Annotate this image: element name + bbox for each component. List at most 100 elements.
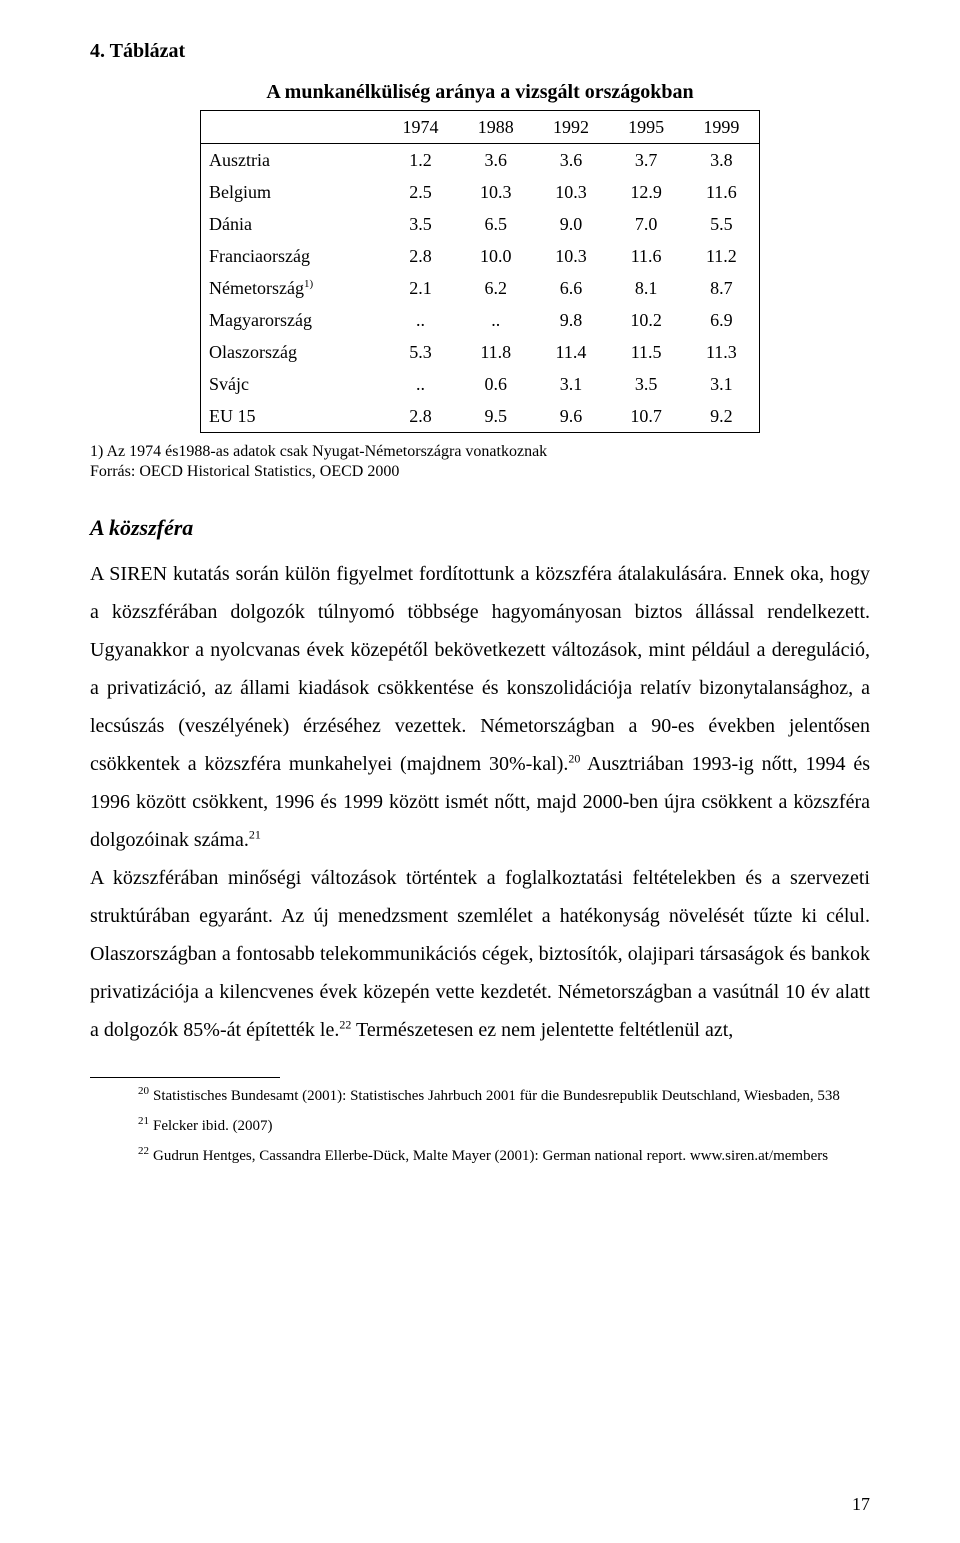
value-cell: 10.3 xyxy=(458,176,533,208)
footnote-ref-20: 20 xyxy=(568,751,580,765)
table-row: Németország1) 2.1 6.2 6.6 8.1 8.7 xyxy=(201,272,760,304)
header-year: 1999 xyxy=(684,111,760,144)
document-page: 4. Táblázat A munkanélküliség aránya a v… xyxy=(0,0,960,1543)
table-row: Ausztria 1.2 3.6 3.6 3.7 3.8 xyxy=(201,144,760,177)
country-label: Németország xyxy=(209,278,304,298)
table-body: Ausztria 1.2 3.6 3.6 3.7 3.8 Belgium 2.5… xyxy=(201,144,760,433)
body-paragraph: A közszférában minőségi változások törté… xyxy=(90,859,870,1049)
value-cell: 9.2 xyxy=(684,400,760,433)
country-cell: Dánia xyxy=(201,208,383,240)
table-source: Forrás: OECD Historical Statistics, OECD… xyxy=(90,463,870,481)
footnote: 22 Gudrun Hentges, Cassandra Ellerbe-Dück… xyxy=(90,1144,870,1168)
footnote-text: Felcker ibid. (2007) xyxy=(153,1118,273,1134)
country-cell: EU 15 xyxy=(201,400,383,433)
paragraph-text: A közszférában minőségi változások törté… xyxy=(90,867,870,1041)
country-cell: Franciaország xyxy=(201,240,383,272)
value-cell: 3.1 xyxy=(533,368,608,400)
table-row: Belgium 2.5 10.3 10.3 12.9 11.6 xyxy=(201,176,760,208)
value-cell: 11.5 xyxy=(609,336,684,368)
footnote-number: 20 xyxy=(138,1085,149,1097)
footnote: 21 Felcker ibid. (2007) xyxy=(90,1114,870,1138)
value-cell: 6.9 xyxy=(684,304,760,336)
value-cell: 3.5 xyxy=(383,208,458,240)
country-cell: Belgium xyxy=(201,176,383,208)
value-cell: 11.3 xyxy=(684,336,760,368)
value-cell: 11.6 xyxy=(684,176,760,208)
value-cell: 5.5 xyxy=(684,208,760,240)
value-cell: 3.5 xyxy=(609,368,684,400)
table-row: Dánia 3.5 6.5 9.0 7.0 5.5 xyxy=(201,208,760,240)
country-cell: Németország1) xyxy=(201,272,383,304)
table-title: A munkanélküliség aránya a vizsgált orsz… xyxy=(90,81,870,104)
footnote-number: 21 xyxy=(138,1115,149,1127)
table-row: Olaszország 5.3 11.8 11.4 11.5 11.3 xyxy=(201,336,760,368)
value-cell: 0.6 xyxy=(458,368,533,400)
footnote-number: 22 xyxy=(138,1145,149,1157)
value-cell: 9.8 xyxy=(533,304,608,336)
table-row: EU 15 2.8 9.5 9.6 10.7 9.2 xyxy=(201,400,760,433)
unemployment-table: 1974 1988 1992 1995 1999 Ausztria 1.2 3.… xyxy=(200,110,760,433)
value-cell: 5.3 xyxy=(383,336,458,368)
value-cell: 7.0 xyxy=(609,208,684,240)
value-cell: 3.6 xyxy=(533,144,608,177)
value-cell: 2.5 xyxy=(383,176,458,208)
value-cell: .. xyxy=(383,368,458,400)
value-cell: 2.1 xyxy=(383,272,458,304)
value-cell: 10.3 xyxy=(533,176,608,208)
value-cell: 9.5 xyxy=(458,400,533,433)
value-cell: 6.6 xyxy=(533,272,608,304)
paragraph-text: A SIREN kutatás során külön figyelmet fo… xyxy=(90,563,870,775)
footnote-text: Gudrun Hentges, Cassandra Ellerbe-Dück, … xyxy=(153,1148,828,1164)
value-cell: 3.1 xyxy=(684,368,760,400)
header-year: 1992 xyxy=(533,111,608,144)
country-cell: Svájc xyxy=(201,368,383,400)
value-cell: 6.5 xyxy=(458,208,533,240)
value-cell: 11.8 xyxy=(458,336,533,368)
header-blank xyxy=(201,111,383,144)
footnote: 20 Statistisches Bundesamt (2001): Statis… xyxy=(90,1084,870,1108)
value-cell: .. xyxy=(458,304,533,336)
country-cell: Magyarország xyxy=(201,304,383,336)
table-row: Franciaország 2.8 10.0 10.3 11.6 11.2 xyxy=(201,240,760,272)
value-cell: 8.1 xyxy=(609,272,684,304)
value-cell: 2.8 xyxy=(383,240,458,272)
footnote-separator xyxy=(90,1077,280,1078)
value-cell: 10.0 xyxy=(458,240,533,272)
body-paragraph: A SIREN kutatás során külön figyelmet fo… xyxy=(90,555,870,859)
header-year: 1974 xyxy=(383,111,458,144)
value-cell: 2.8 xyxy=(383,400,458,433)
table-row: Svájc .. 0.6 3.1 3.5 3.1 xyxy=(201,368,760,400)
value-cell: 12.9 xyxy=(609,176,684,208)
footnotes-block: 20 Statistisches Bundesamt (2001): Statis… xyxy=(90,1084,870,1167)
footnote-ref-22: 22 xyxy=(339,1017,351,1031)
value-cell: 9.6 xyxy=(533,400,608,433)
country-cell: Ausztria xyxy=(201,144,383,177)
value-cell: .. xyxy=(383,304,458,336)
header-year: 1995 xyxy=(609,111,684,144)
footnote-text: Statistisches Bundesamt (2001): Statisti… xyxy=(153,1088,840,1104)
value-cell: 10.7 xyxy=(609,400,684,433)
value-cell: 3.6 xyxy=(458,144,533,177)
table-footnote: 1) Az 1974 és1988-as adatok csak Nyugat-… xyxy=(90,443,870,461)
paragraph-text: Természetesen ez nem jelentette feltétle… xyxy=(351,1019,733,1041)
value-cell: 6.2 xyxy=(458,272,533,304)
value-cell: 11.2 xyxy=(684,240,760,272)
value-cell: 11.4 xyxy=(533,336,608,368)
table-label: 4. Táblázat xyxy=(90,40,870,63)
value-cell: 1.2 xyxy=(383,144,458,177)
header-year: 1988 xyxy=(458,111,533,144)
page-number: 17 xyxy=(852,1494,870,1515)
value-cell: 3.7 xyxy=(609,144,684,177)
value-cell: 9.0 xyxy=(533,208,608,240)
value-cell: 3.8 xyxy=(684,144,760,177)
value-cell: 10.3 xyxy=(533,240,608,272)
value-cell: 11.6 xyxy=(609,240,684,272)
value-cell: 8.7 xyxy=(684,272,760,304)
country-cell: Olaszország xyxy=(201,336,383,368)
value-cell: 10.2 xyxy=(609,304,684,336)
country-sup: 1) xyxy=(304,278,313,290)
footnote-ref-21: 21 xyxy=(249,827,261,841)
section-heading: A közszféra xyxy=(90,515,870,541)
table-row: Magyarország .. .. 9.8 10.2 6.9 xyxy=(201,304,760,336)
table-header-row: 1974 1988 1992 1995 1999 xyxy=(201,111,760,144)
